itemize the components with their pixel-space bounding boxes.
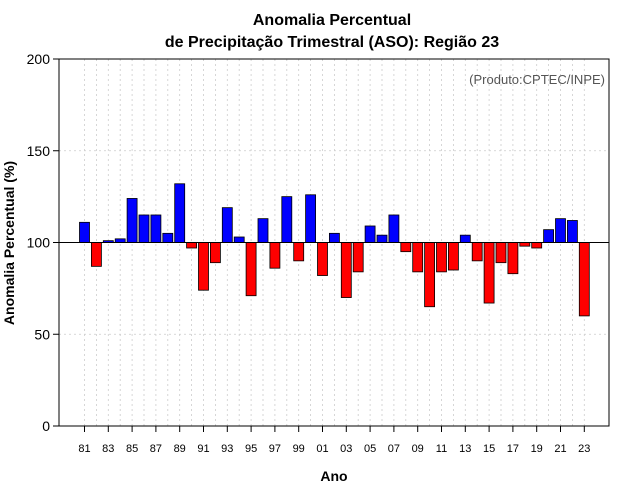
bar-86 bbox=[138, 214, 150, 243]
x-tick-label: 03 bbox=[340, 443, 352, 455]
bar-91 bbox=[198, 242, 209, 291]
bar-13 bbox=[459, 234, 471, 243]
bar-98 bbox=[281, 196, 293, 243]
chart-title-line1: Anomalia Percentual bbox=[253, 12, 411, 29]
x-tick-label: 85 bbox=[126, 443, 138, 455]
bar-00 bbox=[305, 194, 317, 243]
y-tick-label: 200 bbox=[27, 51, 51, 67]
bar-81 bbox=[79, 221, 90, 243]
bar-10 bbox=[424, 242, 436, 308]
x-tick-label: 97 bbox=[269, 443, 281, 455]
x-tick-label: 01 bbox=[316, 443, 328, 455]
bar-92 bbox=[209, 242, 221, 264]
x-tick-label: 17 bbox=[507, 443, 519, 455]
bar-97 bbox=[269, 242, 281, 269]
bar-22 bbox=[567, 220, 578, 243]
bar-18 bbox=[519, 242, 531, 247]
bar-19 bbox=[531, 242, 543, 249]
bar-04 bbox=[352, 242, 364, 273]
y-tick-label: 0 bbox=[42, 418, 50, 434]
y-tick-label: 50 bbox=[34, 326, 50, 342]
bar-87 bbox=[150, 214, 162, 243]
x-tick-label: 23 bbox=[578, 443, 590, 455]
bar-07 bbox=[388, 214, 400, 243]
x-tick-label: 09 bbox=[412, 443, 424, 455]
bar-93 bbox=[221, 207, 233, 243]
x-tick-label: 05 bbox=[364, 443, 376, 455]
x-axis-title: Ano bbox=[320, 468, 347, 484]
x-tick-label: 89 bbox=[174, 443, 186, 455]
bar-12 bbox=[447, 242, 459, 271]
bar-03 bbox=[340, 242, 352, 298]
x-tick-label: 13 bbox=[459, 443, 471, 455]
x-tick-label: 91 bbox=[197, 443, 209, 455]
y-tick-label: 100 bbox=[27, 235, 51, 251]
x-tick-label: 83 bbox=[102, 443, 114, 455]
bar-14 bbox=[471, 242, 483, 262]
bar-17 bbox=[507, 242, 519, 275]
x-tick-label: 93 bbox=[221, 443, 233, 455]
bar-94 bbox=[233, 236, 245, 243]
bar-21 bbox=[555, 218, 566, 243]
bar-20 bbox=[543, 229, 554, 243]
bar-85 bbox=[126, 198, 138, 243]
bar-08 bbox=[400, 242, 412, 253]
bar-11 bbox=[436, 242, 447, 273]
bar-15 bbox=[483, 242, 495, 304]
x-tick-label: 11 bbox=[436, 443, 447, 455]
x-tick-label: 21 bbox=[554, 443, 566, 455]
chart-title-line2: de Precipitação Trimestral (ASO): Região… bbox=[165, 34, 499, 51]
bar-99 bbox=[293, 242, 305, 262]
x-tick-label: 81 bbox=[78, 443, 90, 455]
bar-89 bbox=[174, 183, 186, 243]
x-tick-label: 87 bbox=[150, 443, 162, 455]
bar-01 bbox=[317, 242, 328, 276]
bar-23 bbox=[578, 242, 590, 317]
bar-95 bbox=[245, 242, 257, 297]
bar-90 bbox=[186, 242, 198, 249]
y-axis-title: Anomalia Percentual (%) bbox=[1, 161, 17, 325]
bar-02 bbox=[328, 232, 340, 243]
x-tick-label: 15 bbox=[483, 443, 495, 455]
x-tick-label: 19 bbox=[531, 443, 543, 455]
bar-96 bbox=[257, 218, 269, 243]
bar-05 bbox=[364, 225, 376, 243]
x-tick-label: 99 bbox=[293, 443, 305, 455]
axis-layer: 0 50 100 150 200 81 83 85 87 89 91 93 95 97 99 01 03 05 07… bbox=[27, 51, 610, 455]
bar-16 bbox=[495, 242, 507, 264]
y-tick-label: 150 bbox=[27, 143, 51, 159]
bar-06 bbox=[376, 234, 388, 243]
bar-88 bbox=[162, 232, 174, 243]
bar-84 bbox=[114, 238, 126, 243]
credit-text: (Produto:CPTEC/INPE) bbox=[469, 72, 605, 87]
x-tick-label: 95 bbox=[245, 443, 257, 455]
bar-82 bbox=[91, 242, 102, 267]
bar-09 bbox=[412, 242, 424, 273]
x-tick-label: 07 bbox=[388, 443, 400, 455]
